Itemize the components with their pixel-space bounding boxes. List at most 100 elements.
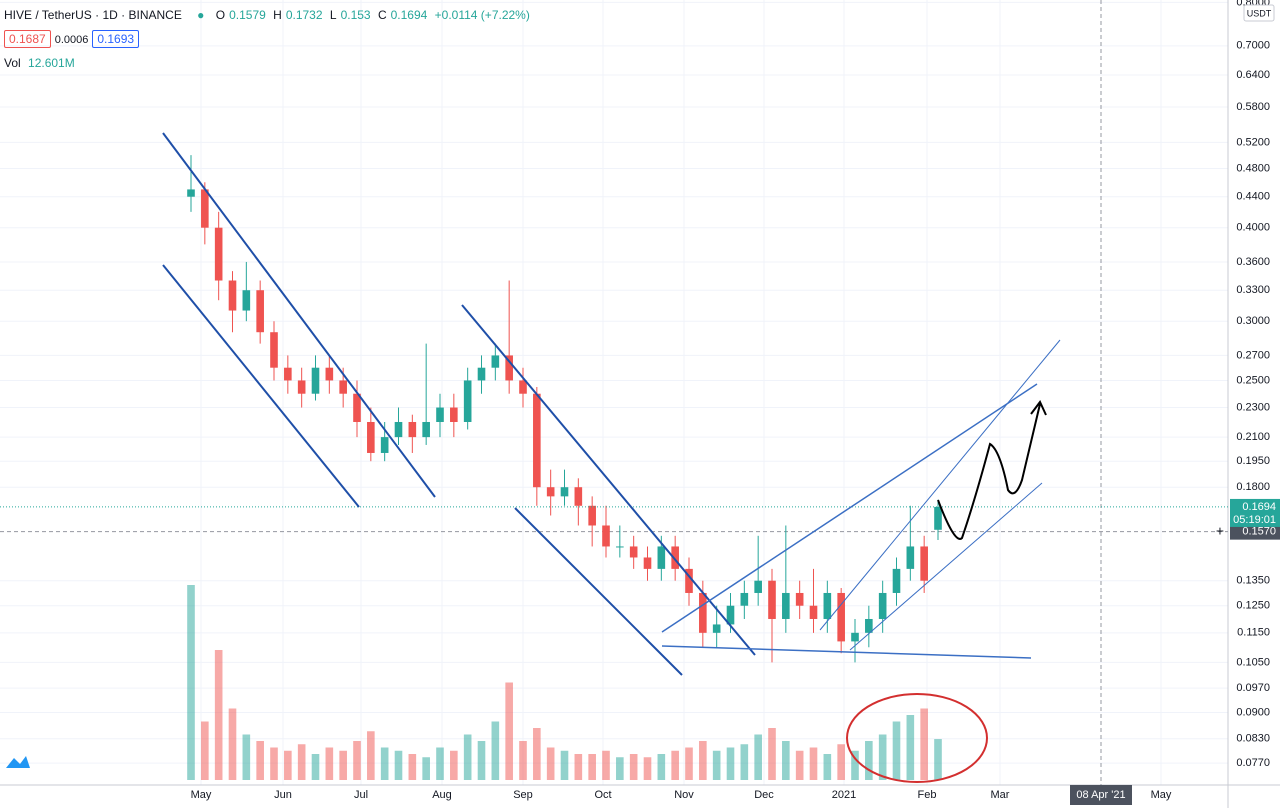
volume-bar xyxy=(851,750,859,780)
buy-box[interactable]: 0.1693 xyxy=(92,30,140,48)
price-boxes: 0.1687 0.0006 0.1693 xyxy=(4,30,534,48)
countdown: 05:19:01 xyxy=(1233,514,1276,526)
volume-bar xyxy=(353,741,361,780)
volume-bar xyxy=(311,754,320,780)
candle-body xyxy=(754,580,762,593)
volume-bar xyxy=(201,721,209,780)
y-tick-label: 0.1250 xyxy=(1236,600,1270,612)
candle-body xyxy=(408,421,417,438)
volume-bar xyxy=(477,741,486,780)
candle-body xyxy=(837,592,845,642)
candle-body xyxy=(325,367,334,381)
candle-body xyxy=(505,355,513,381)
volume-bar xyxy=(768,728,776,780)
candle-body xyxy=(297,380,306,394)
x-tick-label: Oct xyxy=(594,789,611,801)
candle-body xyxy=(920,546,928,581)
crosshair-price-bg xyxy=(1230,523,1280,540)
y-tick-label: 0.2500 xyxy=(1236,374,1270,386)
volume-bar xyxy=(657,754,666,780)
trend-line xyxy=(819,339,1061,631)
symbol: HIVE / TetherUS · 1D · BINANCE xyxy=(4,8,182,22)
volume-bar xyxy=(588,754,596,780)
candle-body xyxy=(782,592,790,619)
volume-bar xyxy=(616,757,624,780)
volume-bar xyxy=(367,731,375,780)
volume-bar xyxy=(533,728,541,780)
volume-bar xyxy=(754,734,762,780)
candle-body xyxy=(934,506,942,530)
volume-bar xyxy=(740,744,749,780)
candle-body xyxy=(906,546,915,569)
volume-bar xyxy=(878,734,887,780)
x-tick-label: Feb xyxy=(918,789,937,801)
crosshair-date-bg xyxy=(1070,785,1132,805)
trend-line xyxy=(461,304,756,656)
y-tick-label: 0.7000 xyxy=(1236,40,1270,52)
volume-legend: Vol 12.601M xyxy=(4,56,534,70)
volume-bar xyxy=(629,754,638,780)
y-tick-label: 0.3600 xyxy=(1236,256,1270,268)
volume-bar xyxy=(865,741,873,780)
legend-header: HIVE / TetherUS · 1D · BINANCE ● O 0.1579… xyxy=(4,8,534,70)
x-tick-label: May xyxy=(191,789,212,801)
volume-bar xyxy=(408,754,417,780)
volume-bar xyxy=(505,682,513,780)
volume-bar xyxy=(920,708,928,780)
volume-bar xyxy=(699,741,707,780)
candle-body xyxy=(865,618,873,633)
candle-body xyxy=(851,632,859,642)
change: +0.0114 (+7.22%) xyxy=(434,8,530,22)
candle-body xyxy=(643,557,652,569)
last-price-bg xyxy=(1230,498,1280,527)
volume-bar xyxy=(214,650,223,780)
y-tick-label: 0.3000 xyxy=(1236,315,1270,327)
candle-body xyxy=(380,437,389,453)
y-tick-label: 0.2100 xyxy=(1236,431,1270,443)
y-tick-label: 0.0830 xyxy=(1236,733,1270,745)
h-value: 0.1732 xyxy=(285,8,323,22)
x-tick-label: Sep xyxy=(513,789,533,801)
volume-bar xyxy=(228,708,237,780)
h-label: H xyxy=(273,8,282,22)
trend-line xyxy=(849,482,1043,651)
candle-body xyxy=(560,487,569,497)
crosshair-date: 08 Apr '21 xyxy=(1076,789,1125,801)
candle-body xyxy=(436,407,444,422)
trend-line xyxy=(162,132,436,498)
candle-body xyxy=(795,592,804,606)
volume-bar xyxy=(782,741,790,780)
volume-bar xyxy=(643,757,652,780)
candle-body xyxy=(726,605,735,625)
trend-line xyxy=(661,383,1038,633)
volume-bar xyxy=(671,750,679,780)
trend-line xyxy=(162,264,360,508)
o-label: O xyxy=(215,8,226,22)
y-tick-label: 0.5200 xyxy=(1236,136,1270,148)
sell-box[interactable]: 0.1687 xyxy=(4,30,51,48)
candle-body xyxy=(367,421,375,453)
volume-bar xyxy=(837,744,845,780)
candle-body xyxy=(339,380,347,394)
candle-body xyxy=(712,624,721,633)
volume-bar xyxy=(463,734,472,780)
candle-body xyxy=(657,546,666,569)
candle-body xyxy=(629,546,638,558)
candle-body xyxy=(228,280,237,311)
status-dot: ● xyxy=(197,8,205,22)
currency-box xyxy=(1243,4,1275,22)
candle-body xyxy=(214,227,223,281)
candle-body xyxy=(270,332,278,368)
candle-body xyxy=(491,355,500,368)
trend-line xyxy=(514,507,683,676)
candle-body xyxy=(602,525,610,547)
volume-bar xyxy=(934,739,942,780)
y-tick-label: 0.0970 xyxy=(1236,682,1270,694)
y-tick-label: 0.4800 xyxy=(1236,162,1270,174)
y-tick-label: 0.5800 xyxy=(1236,101,1270,113)
x-tick-label: Mar xyxy=(991,789,1010,801)
forecast-arrow xyxy=(937,400,1047,540)
crosshair-price: 0.1570 xyxy=(1242,526,1276,538)
y-tick-label: 0.4400 xyxy=(1236,191,1270,203)
